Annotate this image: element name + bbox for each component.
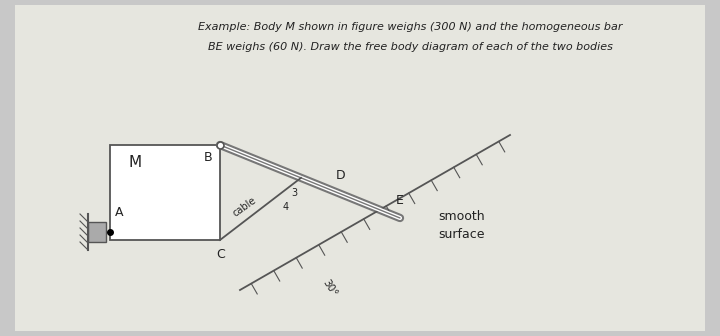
Text: 4: 4 [283, 202, 289, 212]
Text: cable: cable [230, 196, 258, 219]
Text: C: C [216, 248, 225, 261]
FancyBboxPatch shape [88, 222, 106, 242]
Text: Example: Body M shown in figure weighs (300 N) and the homogeneous bar: Example: Body M shown in figure weighs (… [198, 22, 623, 32]
Text: surface: surface [438, 228, 485, 241]
Text: smooth: smooth [438, 210, 485, 223]
Text: 3: 3 [291, 188, 297, 198]
Text: 30°: 30° [320, 277, 338, 298]
Text: M: M [128, 155, 141, 170]
Text: BE weighs (60 N). Draw the free body diagram of each of the two bodies: BE weighs (60 N). Draw the free body dia… [208, 42, 613, 52]
Text: D: D [336, 169, 346, 182]
Text: B: B [204, 151, 212, 164]
Text: A: A [115, 206, 124, 219]
Text: E: E [395, 194, 403, 207]
Polygon shape [110, 145, 220, 240]
FancyBboxPatch shape [15, 5, 705, 331]
